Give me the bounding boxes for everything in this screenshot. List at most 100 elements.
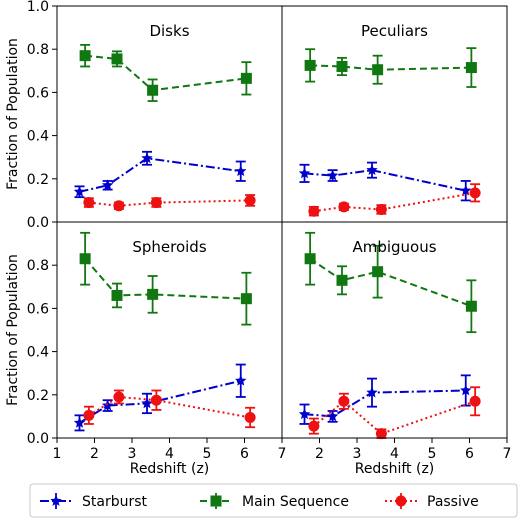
x-axis-label: Redshift (z) <box>130 461 210 477</box>
series-passive <box>83 194 256 212</box>
data-point <box>141 397 153 409</box>
data-point <box>460 384 472 396</box>
legend-entry: Passive <box>385 493 479 510</box>
legend-label: Passive <box>427 494 479 510</box>
series-line <box>79 157 241 193</box>
panel-0: Disks 0.0 0.2 0.4 0.6 0.8 1.0 Fraction of Popul… <box>5 0 283 231</box>
data-point <box>113 391 125 403</box>
data-point <box>326 410 339 422</box>
x-tick-label: 1 <box>53 446 62 462</box>
series-passive <box>308 386 481 440</box>
data-point <box>79 253 91 265</box>
series-line <box>313 191 476 213</box>
data-point <box>469 395 481 407</box>
data-point <box>111 53 123 65</box>
data-point <box>465 300 477 312</box>
series-line <box>309 257 472 308</box>
series-line <box>313 399 476 435</box>
y-tick-label: 0.4 <box>27 129 49 145</box>
series-line <box>88 199 251 207</box>
panel-3: Ambiguous 2 3 4 5 6 7 Redshift (z) <box>281 221 512 477</box>
series-main-sequence <box>304 47 477 88</box>
y-tick-label: 1.0 <box>27 0 49 15</box>
data-point <box>304 253 316 265</box>
series-starburst <box>298 161 472 202</box>
y-tick-label: 0.2 <box>27 388 49 404</box>
legend-marker <box>395 495 407 507</box>
panel-2: Spheroids 0.0 0.2 0.4 0.6 0.8 Fraction of Popu… <box>5 221 286 477</box>
x-tick-label: 6 <box>465 446 474 462</box>
legend-marker <box>50 495 62 506</box>
legend-entry: Starburst <box>40 493 148 510</box>
series-main-sequence <box>79 43 252 102</box>
y-axis-label: Fraction of Population <box>5 38 21 190</box>
panel-title: Spheroids <box>132 238 206 256</box>
data-point <box>147 84 159 96</box>
data-point <box>111 289 123 301</box>
y-tick-label: 0.4 <box>27 345 49 361</box>
data-point <box>336 274 348 286</box>
series-starburst <box>298 374 472 425</box>
legend-label: Starburst <box>82 494 148 510</box>
y-axis-label: Fraction of Population <box>5 254 21 406</box>
legend-label: Main Sequence <box>242 494 349 510</box>
data-point <box>465 62 477 74</box>
y-tick-label: 0.8 <box>27 258 49 274</box>
series-line <box>84 258 247 300</box>
x-tick-label: 5 <box>203 446 212 462</box>
data-point <box>336 60 348 72</box>
y-tick-label: 0.6 <box>27 85 49 101</box>
series-starburst <box>73 150 247 199</box>
data-point <box>372 64 384 76</box>
legend: Starburst Main Sequence Passive <box>29 483 518 518</box>
x-tick-label: 6 <box>240 446 249 462</box>
x-axis-label: Redshift (z) <box>355 461 435 477</box>
series-main-sequence <box>304 231 477 334</box>
series-line <box>85 54 247 92</box>
legend-entry: Main Sequence <box>200 493 349 510</box>
legend-frame <box>29 483 518 518</box>
series-main-sequence <box>79 231 252 326</box>
data-point <box>375 428 387 440</box>
data-point <box>240 293 252 305</box>
data-point <box>326 169 339 181</box>
data-point <box>113 200 125 212</box>
x-tick-label: 7 <box>503 446 512 462</box>
data-point <box>244 194 256 206</box>
data-point <box>366 164 378 175</box>
x-tick-label: 5 <box>428 446 437 462</box>
data-point <box>150 197 162 209</box>
data-point <box>73 185 86 197</box>
data-point <box>244 411 256 423</box>
data-point <box>147 288 159 300</box>
data-point <box>235 374 247 386</box>
data-point <box>308 205 320 217</box>
data-point <box>101 179 114 191</box>
panel-title: Disks <box>149 22 189 40</box>
y-tick-label: 0.0 <box>27 431 49 447</box>
data-point <box>469 187 481 199</box>
panel-title: Ambiguous <box>352 238 436 256</box>
data-point <box>308 420 320 432</box>
x-tick-label: 4 <box>390 446 399 462</box>
x-tick-label: 2 <box>90 446 99 462</box>
x-tick-label: 2 <box>315 446 324 462</box>
data-point <box>83 409 95 421</box>
data-point <box>83 197 95 209</box>
data-point <box>338 201 350 213</box>
series-line <box>88 395 251 419</box>
data-point <box>240 72 252 84</box>
y-tick-label: 0.0 <box>27 215 49 231</box>
series-line <box>304 169 467 192</box>
data-point <box>460 184 472 196</box>
data-point <box>298 167 311 179</box>
data-point <box>338 395 350 407</box>
panel-1: Peculiars <box>281 5 508 223</box>
series-line <box>78 379 242 424</box>
data-point <box>298 408 311 420</box>
data-point <box>366 386 378 398</box>
series-passive <box>308 183 481 217</box>
y-tick-label: 0.6 <box>27 301 49 317</box>
y-tick-label: 0.2 <box>27 172 49 188</box>
